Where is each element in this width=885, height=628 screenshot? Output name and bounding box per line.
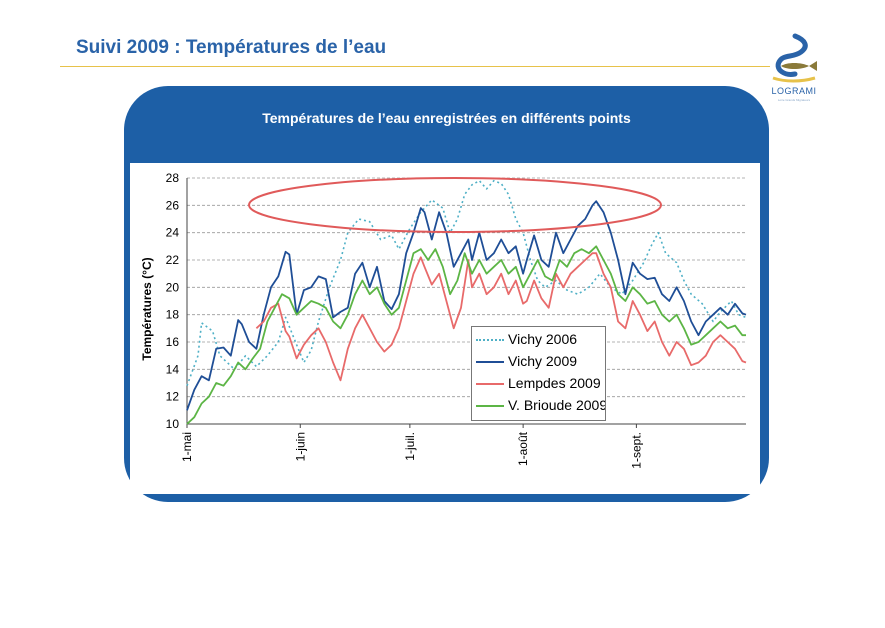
x-tick-label: 1-juin xyxy=(293,432,307,461)
series-line-1 xyxy=(186,179,747,386)
chart-legend: Vichy 2006 Vichy 2009 Lempdes 2009 V. Briou… xyxy=(471,326,606,421)
y-tick-label: 16 xyxy=(166,335,180,349)
y-tick-label: 12 xyxy=(166,390,180,404)
chart-title: Températures de l’eau enregistrées en di… xyxy=(262,110,631,126)
y-tick-label: 14 xyxy=(166,362,180,376)
y-tick-label: 18 xyxy=(166,308,180,322)
chart-area xyxy=(130,163,760,494)
series-lines xyxy=(186,179,747,425)
peak-highlight-ellipse xyxy=(248,177,662,233)
legend-item: Vichy 2009 xyxy=(472,351,605,373)
y-tick-label: 28 xyxy=(166,171,180,185)
legend-swatch xyxy=(476,339,504,341)
logo-name: LOGRAMI xyxy=(771,86,817,96)
x-tick-label: 1-août xyxy=(516,431,530,466)
legend-item: Vichy 2006 xyxy=(472,329,605,351)
x-tick-label: 1-mai xyxy=(180,432,194,462)
legend-label: Vichy 2006 xyxy=(508,331,578,347)
legend-item: V. Brioude 2009 xyxy=(472,395,606,417)
lograni-logo: LOGRAMI Loire Grands Migrateurs xyxy=(765,32,823,112)
title-divider xyxy=(60,66,770,67)
y-axis-title: Températures (°C) xyxy=(140,257,154,360)
logo-tagline: Loire Grands Migrateurs xyxy=(777,98,811,102)
legend-swatch xyxy=(476,361,504,363)
y-tick-label: 26 xyxy=(166,198,180,212)
y-tick-label: 10 xyxy=(166,417,180,431)
x-tick-label: 1-juil. xyxy=(403,432,417,461)
grid-lines xyxy=(187,177,746,425)
legend-item: Lempdes 2009 xyxy=(472,373,605,395)
fish-logo-icon xyxy=(772,33,817,83)
x-tick-label: 1-sept. xyxy=(629,432,643,469)
y-tick-label: 22 xyxy=(166,253,180,267)
series-line-3 xyxy=(255,252,747,382)
legend-label: Lempdes 2009 xyxy=(508,375,601,391)
legend-label: V. Brioude 2009 xyxy=(508,397,606,413)
y-tick-label: 24 xyxy=(166,226,180,240)
series-line-4 xyxy=(186,245,746,425)
legend-swatch xyxy=(476,383,504,385)
series-line-2 xyxy=(186,200,747,411)
axes: 10 12 14 16 18 20 22 24 26 28 1-mai 1-juin 1-juil. 1-… xyxy=(166,171,746,469)
legend-label: Vichy 2009 xyxy=(508,353,578,369)
legend-swatch xyxy=(476,405,504,407)
slide-title: Suivi 2009 : Températures de l’eau xyxy=(76,37,387,58)
y-tick-label: 20 xyxy=(166,280,180,294)
